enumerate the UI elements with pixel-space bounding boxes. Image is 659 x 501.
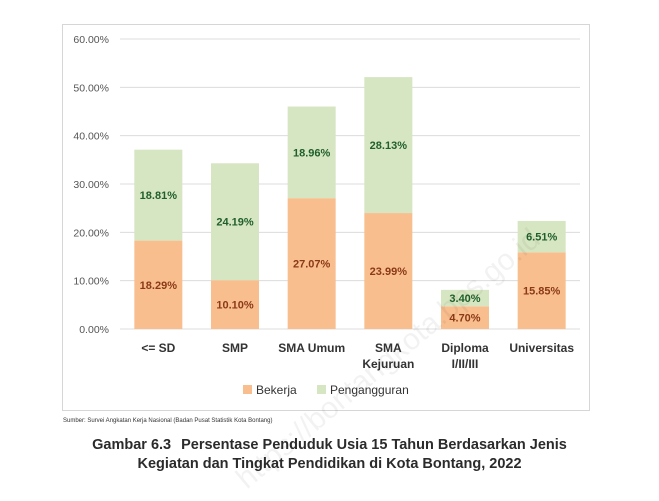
bar-bekerja-0	[134, 240, 183, 329]
y-tick-label: 20.00%	[73, 227, 109, 239]
source-note: Sumber: Survei Angkatan Kerja Nasional (…	[63, 418, 273, 424]
y-tick-label: 30.00%	[73, 179, 109, 191]
bar-pengangguran-3	[364, 77, 413, 214]
bar-bekerja-1	[211, 280, 259, 329]
x-tick-label: <= SD	[141, 341, 175, 355]
y-tick-label: 10.00%	[73, 276, 109, 288]
bar-bekerja-4	[441, 306, 489, 329]
bar-pengangguran-0	[134, 149, 183, 241]
legend-label-bekerja: Bekerja	[256, 383, 297, 397]
bar-pengangguran-1	[211, 163, 259, 281]
legend-swatch-bekerja	[243, 385, 252, 394]
y-tick-label: 50.00%	[73, 82, 109, 94]
data-label: 23.99%	[370, 266, 408, 278]
figure-caption: Gambar 6.3 Persentase Penduduk Usia 15 Ta…	[0, 436, 659, 474]
y-tick-label: 0.00%	[79, 324, 109, 336]
data-label: 6.51%	[526, 232, 557, 244]
data-label: 28.13%	[370, 140, 408, 152]
x-tick-label: SMA	[375, 341, 402, 355]
data-label: 15.85%	[523, 286, 561, 298]
legend-swatch-pengangguran	[317, 385, 326, 394]
data-label: 18.29%	[140, 280, 178, 292]
data-label: 4.70%	[449, 313, 480, 325]
y-tick-label: 40.00%	[73, 131, 109, 143]
bar-bekerja-5	[517, 252, 566, 329]
caption-number: Gambar 6.3	[92, 437, 172, 453]
x-tick-label: Universitas	[509, 341, 574, 355]
x-tick-label: Diploma	[441, 341, 489, 355]
data-label: 10.10%	[216, 300, 254, 312]
legend-label-pengangguran: Pengangguran	[330, 383, 409, 397]
data-label: 18.96%	[293, 147, 331, 159]
bar-pengangguran-2	[287, 106, 336, 199]
caption-line-1: Persentase Penduduk Usia 15 Tahun Berdas…	[181, 437, 567, 453]
data-label: 3.40%	[449, 293, 480, 305]
bar-bekerja-2	[287, 198, 336, 329]
bar-bekerja-3	[364, 213, 413, 329]
bar-pengangguran-5	[517, 220, 566, 253]
x-tick-label: Kejuruan	[362, 357, 414, 371]
caption-line-2: Kegiatan dan Tingkat Pendidikan di Kota …	[137, 456, 522, 472]
data-label: 24.19%	[216, 217, 254, 229]
data-label: 18.81%	[140, 190, 178, 202]
data-label: 27.07%	[293, 259, 331, 271]
stacked-bar-chart: 0.00% 10.00% 20.00% 30.00% 40.00% 50.00% 60.00…	[73, 34, 580, 397]
x-tick-label: I/II/III	[452, 357, 479, 371]
y-tick-label: 60.00%	[73, 34, 109, 46]
x-tick-label: SMA Umum	[278, 341, 345, 355]
x-tick-label: SMP	[222, 341, 248, 355]
bar-pengangguran-4	[441, 289, 489, 307]
